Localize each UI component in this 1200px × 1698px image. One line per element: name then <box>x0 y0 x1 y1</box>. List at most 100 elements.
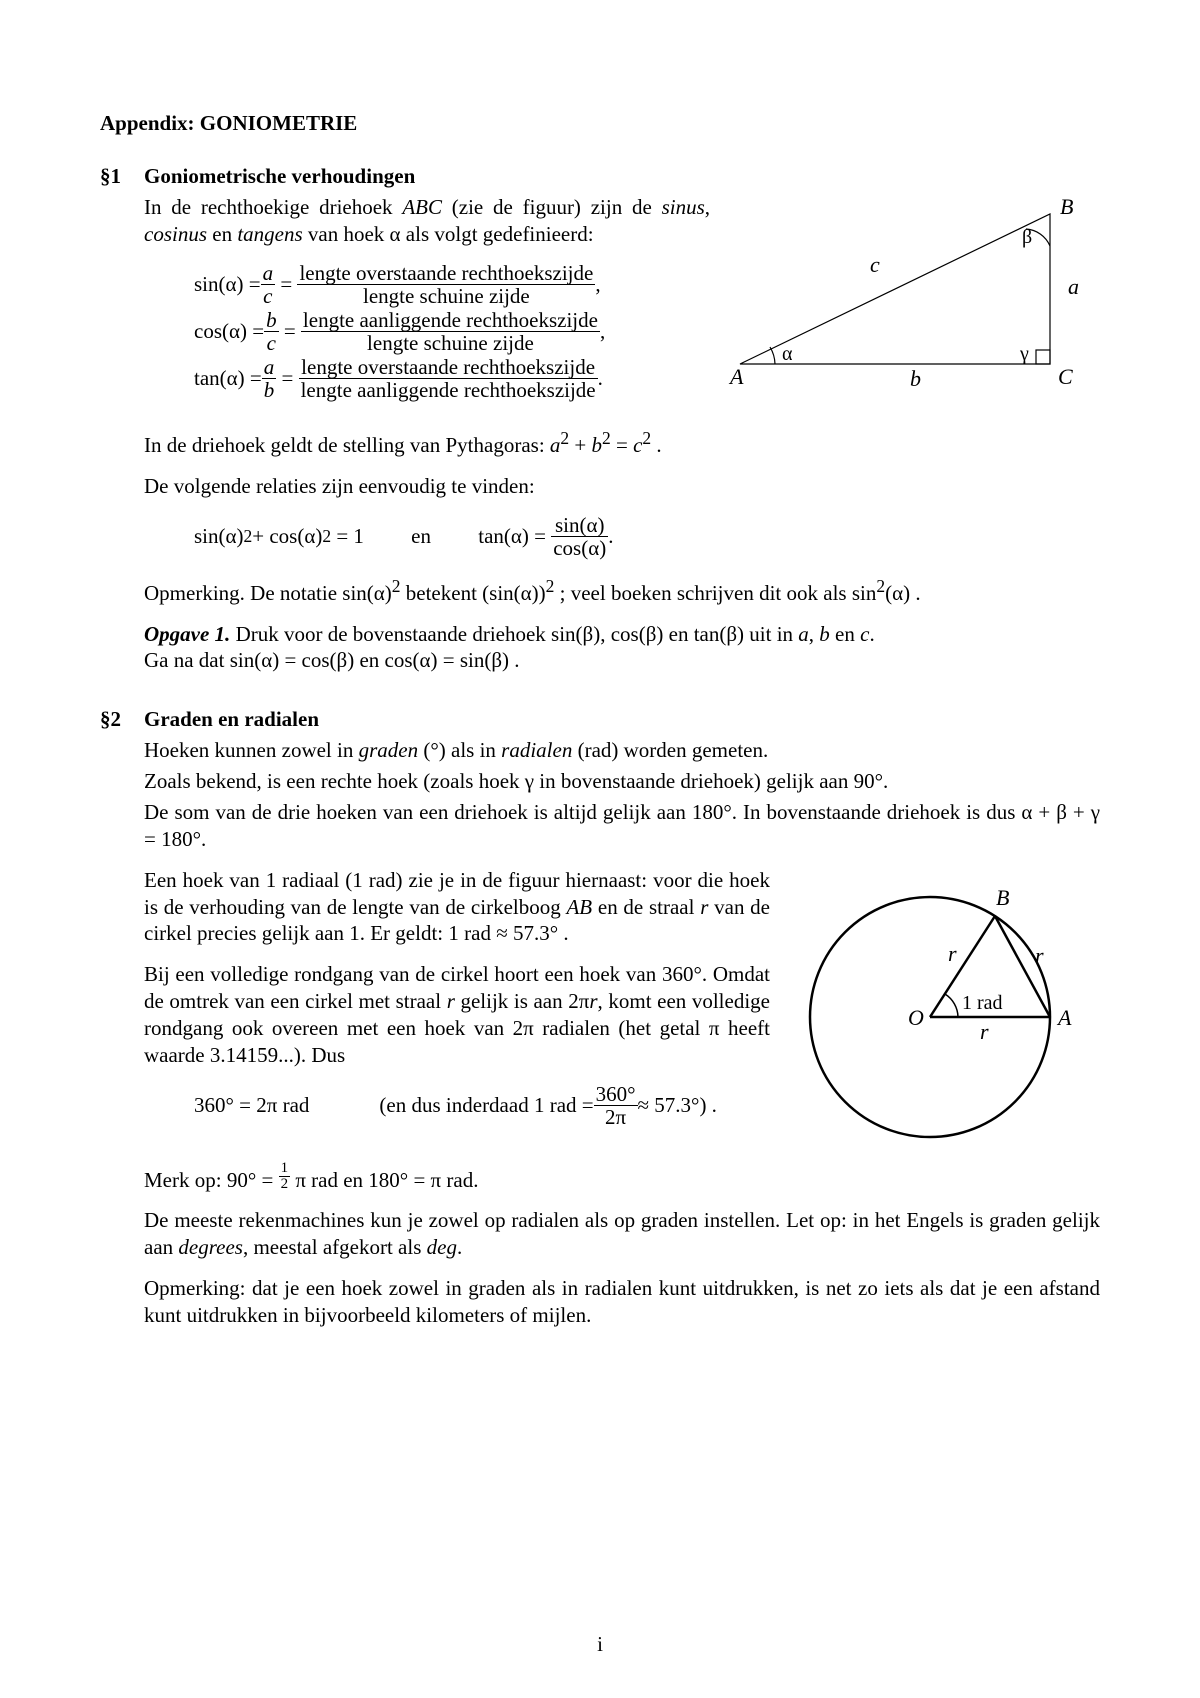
opg1-c: , <box>809 622 820 646</box>
opm-a: Opmerking. De notatie sin(α) <box>144 581 392 605</box>
s2-p1b: graden <box>359 738 419 762</box>
opm-sq1: 2 <box>392 576 401 596</box>
s2-p2: Zoals bekend, is een rechte hoek (zoals … <box>144 768 1100 795</box>
opg1-a: Druk voor de bovenstaande driehoek sin(β… <box>230 622 798 646</box>
cos-definition: cos(α) = bc = lengte aanliggende rechtho… <box>194 309 710 354</box>
section2-heading-row: §2 Graden en radialen <box>100 706 1100 733</box>
sin-definition: sin(α) = ac = lengte overstaande rechtho… <box>194 262 710 307</box>
eq360a: 360° = 2π rad <box>194 1092 309 1119</box>
s2-p1: Hoeken kunnen zowel in graden (°) als in… <box>144 737 1100 764</box>
eq360b: (en dus inderdaad 1 rad = <box>379 1092 593 1119</box>
tan-period: . <box>598 365 603 392</box>
s1-intro-a: In de rechthoekige driehoek <box>144 195 402 219</box>
pyth-plus: + <box>569 433 591 457</box>
sin-frac1-num: a <box>261 262 276 285</box>
s2-p5d: r <box>589 989 597 1013</box>
pyth-a2: 2 <box>560 428 569 448</box>
triangle-alpha: α <box>782 343 793 365</box>
sin-lhs: sin(α) = <box>194 271 261 298</box>
merk2: π rad en 180° = π rad. <box>290 1167 478 1191</box>
triangle-B: B <box>1060 194 1073 219</box>
s2-p4b: AB <box>566 895 592 919</box>
triangle-b: b <box>910 366 921 391</box>
sin-frac1-den: c <box>261 285 276 307</box>
opm-b: betekent (sin(α)) <box>401 581 546 605</box>
rel-eq1b: = 1 en tan(α) = <box>331 523 551 550</box>
s2-p6c: , meestal afgekort als <box>243 1235 427 1259</box>
sin-frac2-den: lengte schuine zijde <box>297 285 595 307</box>
cos-frac2-num: lengte aanliggende rechthoekszijde <box>301 309 600 332</box>
circle-figure: O A B r r r 1 rad <box>780 867 1100 1147</box>
section1-heading: Goniometrische verhoudingen <box>144 163 415 190</box>
rel-end: . <box>608 523 613 550</box>
opmerking-notation: Opmerking. De notatie sin(α)2 betekent (… <box>144 575 1100 607</box>
tan-lhs: tan(α) = <box>194 365 262 392</box>
circle-A: A <box>1056 1005 1072 1030</box>
pythagoras-line: In de driehoek geldt de stelling van Pyt… <box>144 427 1100 459</box>
s1-intro-g: en <box>207 222 237 246</box>
opgave1: Opgave 1. Druk voor de bovenstaande drie… <box>144 621 1100 675</box>
sin-comma: , <box>595 271 600 298</box>
s1-intro-c: (zie de figuur) zijn de <box>442 195 662 219</box>
page: Appendix: GONIOMETRIE §1 Goniometrische … <box>0 0 1200 1698</box>
opg1-e: en <box>830 622 860 646</box>
triangle-A: A <box>728 364 744 389</box>
triangle-c: c <box>870 252 880 277</box>
tan-frac2-den: lengte aanliggende rechthoekszijde <box>299 379 598 401</box>
opg1-line2: Ga na dat sin(α) = cos(β) en cos(α) = si… <box>144 648 520 672</box>
merk-half-num: 1 <box>279 1161 291 1178</box>
circle-r3: r <box>1035 943 1044 968</box>
s2-p1c: (°) als in <box>418 738 501 762</box>
merk1: Merk op: 90° = <box>144 1167 279 1191</box>
opg1-g: . <box>869 622 874 646</box>
pyth-text: In de driehoek geldt de stelling van Pyt… <box>144 433 550 457</box>
circle-B: B <box>996 885 1009 910</box>
merk-half-den: 2 <box>279 1177 291 1193</box>
s2-p6e: . <box>457 1235 462 1259</box>
pyth-c2: 2 <box>642 428 651 448</box>
section2-body: Hoeken kunnen zowel in graden (°) als in… <box>144 737 1100 1329</box>
opgave1-label: Opgave 1. <box>144 622 230 646</box>
pyth-end: . <box>651 433 662 457</box>
cos-comma: , <box>600 318 605 345</box>
pyth-b: b <box>592 433 603 457</box>
rel-plus: + cos(α) <box>252 523 322 550</box>
appendix-title: Appendix: GONIOMETRIE <box>100 110 1100 137</box>
opg1-d: b <box>819 622 830 646</box>
s2-p7: Opmerking: dat je een hoek zowel in grad… <box>144 1275 1100 1329</box>
triangle-gamma: γ <box>1019 343 1029 365</box>
circle-r2: r <box>948 941 957 966</box>
s1-intro-d: sinus <box>662 195 705 219</box>
tan-frac2-num: lengte overstaande rechthoekszijde <box>299 356 598 379</box>
s2-p4c: en de straal <box>592 895 700 919</box>
sin-frac2-num: lengte overstaande rechthoekszijde <box>297 262 595 285</box>
triangle-beta: β <box>1022 226 1032 248</box>
triangle-figure: A B C c a b α β γ <box>720 194 1100 394</box>
eq360-num: 360° <box>594 1083 638 1106</box>
s1-intro-b: ABC <box>402 195 442 219</box>
page-number: i <box>0 1631 1200 1658</box>
s2-p1e: (rad) worden gemeten. <box>572 738 768 762</box>
cos-frac2-den: lengte schuine zijde <box>301 332 600 354</box>
tan-frac1-num: a <box>262 356 277 379</box>
pyth-a: a <box>550 433 561 457</box>
section1-heading-row: §1 Goniometrische verhoudingen <box>100 163 1100 190</box>
triangle-C: C <box>1058 364 1073 389</box>
circle-1rad: 1 rad <box>962 992 1003 1014</box>
rel-cos2: 2 <box>322 525 331 547</box>
s2-p5c: gelijk is aan 2π <box>455 989 589 1013</box>
rel-frac-num: sin(α) <box>551 514 608 537</box>
s2-merkop: Merk op: 90° = 12 π rad en 180° = π rad. <box>144 1161 1100 1194</box>
eq360-den: 2π <box>594 1106 638 1128</box>
rel-frac-den: cos(α) <box>551 537 608 559</box>
s2-p3: De som van de drie hoeken van een drieho… <box>144 799 1100 853</box>
section1-body: A B C c a b α β γ In de rechthoekige dri… <box>144 194 1100 675</box>
rel-sin: sin(α) <box>194 523 244 550</box>
opm-sq3: 2 <box>876 576 885 596</box>
section2-heading: Graden en radialen <box>144 706 319 733</box>
s2-p1d: radialen <box>501 738 572 762</box>
s2-p6b: degrees <box>178 1235 243 1259</box>
s1-intro-e: , <box>705 195 710 219</box>
relations-intro: De volgende relaties zijn eenvoudig te v… <box>144 473 1100 500</box>
tan-frac1-den: b <box>262 379 277 401</box>
